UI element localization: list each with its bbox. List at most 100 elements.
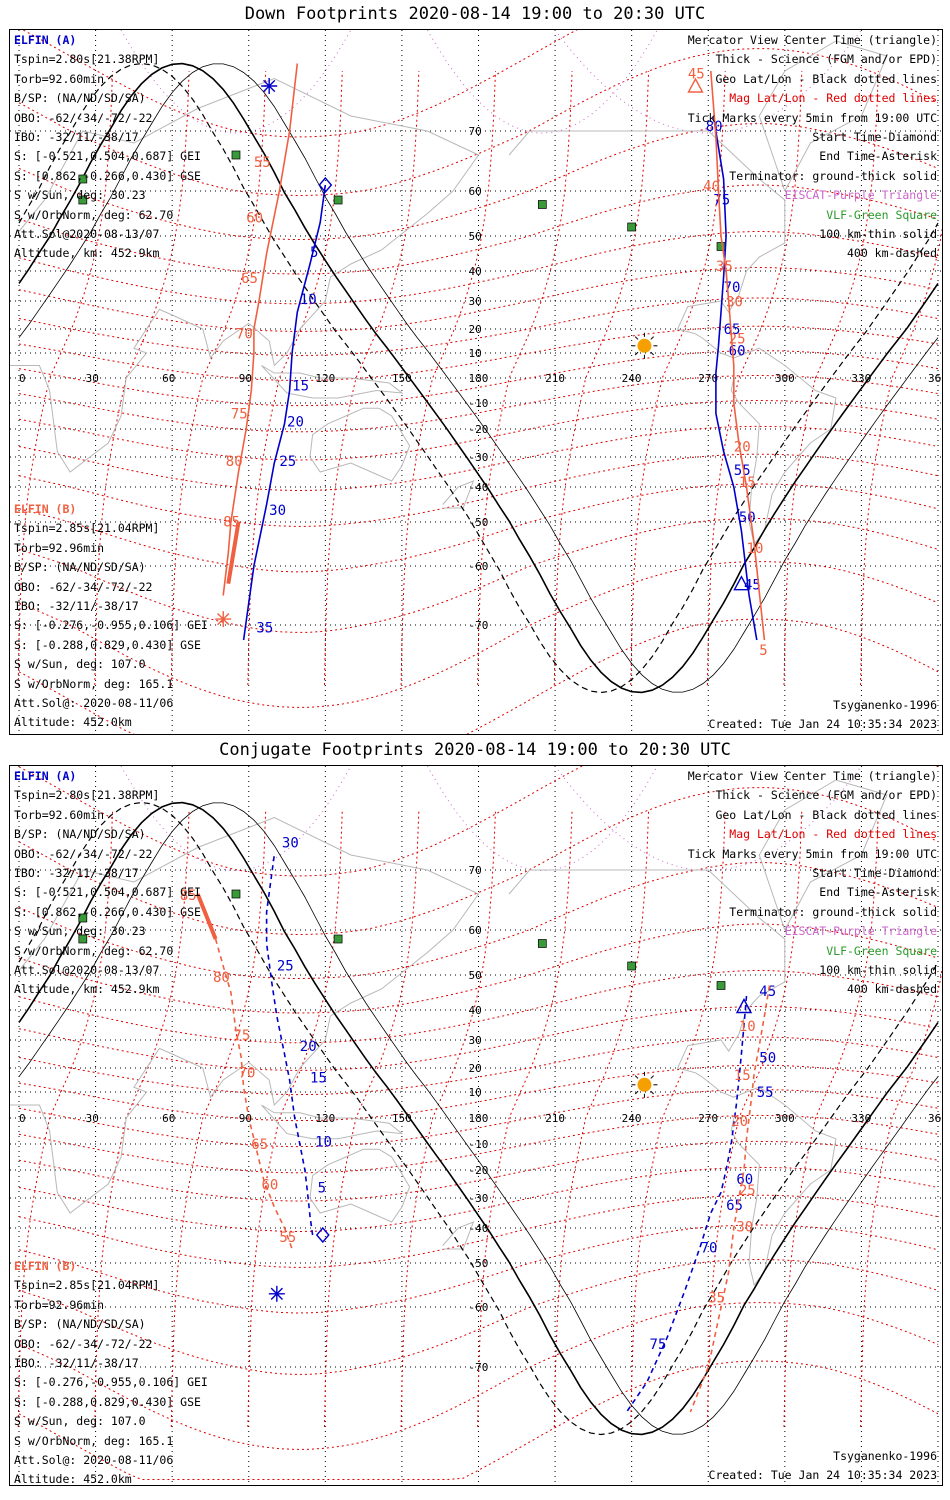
info-line: ELFIN (A): [14, 769, 77, 783]
vlf-square: [537, 200, 547, 209]
elfin-a-tick-label: 30: [282, 836, 299, 852]
info-line: Altitude: 452.0km: [14, 1472, 132, 1487]
legend-entry: 400 km-dashed: [846, 982, 937, 997]
lat-tick-label: -20: [469, 1164, 489, 1177]
mag-parallel: [18, 483, 939, 573]
lat-tick-label: -10: [469, 397, 489, 410]
terminator-100km: [18, 802, 939, 1435]
lon-tick-label: 60: [162, 372, 175, 385]
info-line: S w/OrbNorm, deg: 62.70: [14, 943, 174, 958]
elfin-a-tick-label: 45: [759, 984, 776, 1000]
vlf-stations: [78, 889, 726, 990]
info-line: OBO: -62/-34/-72/-22: [14, 579, 153, 594]
lat-tick-label: 70: [469, 125, 482, 138]
mag-parallel: [18, 1166, 939, 1233]
mag-parallel: [18, 350, 939, 407]
legend: Mercator View Center Time (triangle) Thic…: [688, 31, 937, 264]
lat-tick-label: 20: [469, 323, 482, 336]
mag-parallel: [18, 374, 939, 433]
elfin-b-tick-label: 35: [716, 259, 733, 275]
elfin-b-tick-label: 25: [739, 1183, 756, 1199]
terminator-ground: [18, 62, 939, 694]
mag-grid: [17, 30, 942, 734]
sun-disc: [637, 1077, 652, 1092]
sun-icon: [631, 332, 658, 359]
lat-tick-label: 50: [469, 969, 482, 982]
legend-entry: Terminator: ground-thick solid: [729, 904, 937, 919]
elfin-a-track: [712, 115, 758, 641]
vlf-square: [78, 913, 88, 923]
mag-meridian: [706, 809, 803, 1428]
lon-tick-label: 210: [545, 1112, 565, 1125]
info-line: S w/Sun, deg: 30.23: [14, 188, 146, 203]
info-line: Torb=92.60min: [14, 807, 105, 822]
elfin-b-tick-label: 20: [731, 1114, 748, 1130]
footprint-tracks: 5 10 15 20 25 30 35 80 75 70 65 60 55 50 45 55 60 65 70 75 8…: [215, 63, 768, 659]
mag-parallel: [18, 399, 939, 461]
legend-entry: End Time-Asterisk: [819, 149, 937, 164]
eiscat-arc: [427, 766, 658, 871]
terminator-100km: [18, 63, 939, 693]
legend-entry: End Time-Asterisk: [819, 885, 937, 900]
vlf-square: [231, 889, 241, 899]
lon-tick-label: 150: [392, 1112, 412, 1125]
elfin-b-tick-label: 30: [736, 1220, 753, 1236]
mag-parallel: [18, 1258, 939, 1375]
info-line: IBO: -32/11/-38/17: [14, 129, 139, 144]
info-line: OBO: -62/-34/-72/-22: [14, 110, 153, 125]
elfin-a-tick-label: 15: [292, 379, 309, 395]
sun-ray: [634, 1090, 639, 1095]
coastline: [309, 1148, 411, 1223]
terminator: [18, 62, 939, 694]
elfin-a-center-triangle: [733, 575, 750, 591]
eiscat-lines: [120, 30, 862, 134]
legend-entry: Thick - Science (FGM and/or EPD): [715, 788, 937, 803]
elfin-a-tick-label: 50: [759, 1050, 776, 1066]
vlf-square: [333, 195, 343, 205]
lat-tick-label: -30: [469, 1192, 489, 1205]
lat-tick-label: 10: [469, 347, 482, 360]
info-line: Altitude, km: 452.9km: [14, 246, 160, 261]
elfin-b-tick-label: 80: [226, 454, 243, 470]
info-line: ELFIN (A): [14, 33, 77, 47]
elfin-a-tick-label: 5: [310, 245, 318, 261]
sun-ray: [634, 1075, 639, 1079]
elfin-a-info: ELFIN (A) Tspin=2.80s[21.38RPM] Torb=92.60…: [14, 767, 201, 1000]
model-name: Tsyganenko-1996: [833, 1449, 937, 1463]
elfin-b-tick-label: 10: [739, 1019, 756, 1035]
info-line: S w/OrbNorm, deg: 62.70: [14, 207, 174, 222]
mag-parallel: [18, 1089, 939, 1148]
mag-parallel: [18, 1005, 939, 1071]
elfin-b-tick-label: 75: [233, 1028, 250, 1044]
map-svg: 0 30 60 90 120 150 180 210 240 270 300 330 360 70 60 50…: [10, 766, 942, 1485]
mag-parallel: [18, 297, 939, 357]
elfin-b-tick-label: 65: [251, 1137, 268, 1153]
asterisk-stroke: [263, 79, 276, 93]
lon-tick-label: 360: [928, 372, 942, 385]
lon-tick-label: 270: [698, 372, 718, 385]
lon-tick-label: 330: [851, 1112, 871, 1125]
elfin-a-tick-label: 20: [300, 1039, 317, 1055]
info-line: Tspin=2.85s[21.04RPM]: [14, 521, 160, 536]
coastlines: [10, 779, 888, 1287]
info-line: Tspin=2.80s[21.38RPM]: [14, 52, 160, 67]
geo-grid: [10, 30, 942, 734]
mag-meridian: [324, 809, 420, 1428]
vlf-stations: [78, 150, 726, 251]
legend-entry: Geo Lat/Lon - Black dotted lines: [715, 807, 937, 822]
elfin-b-tick-label: 80: [213, 970, 230, 986]
info-line: OBO: -62/-34/-72/-22: [14, 1336, 153, 1351]
elfin-a-info: ELFIN (A) Tspin=2.80s[21.38RPM] Torb=92.60…: [14, 31, 201, 264]
elfin-b-tick-label: 5: [759, 643, 767, 659]
elfin-a-center-triangle: [735, 998, 753, 1014]
sun-ray: [650, 336, 654, 340]
coastline: [10, 816, 480, 1214]
terminator-400km: [18, 801, 939, 1436]
mag-parallel: [18, 325, 939, 382]
vlf-square: [78, 174, 88, 184]
lat-tick-label: 40: [469, 1004, 482, 1017]
elfin-b-tick-label: 55: [279, 1230, 296, 1246]
info-line: ELFIN (B): [14, 1259, 77, 1273]
elfin-a-tick-label: 10: [300, 292, 317, 308]
lat-tick-label: -60: [469, 560, 489, 573]
